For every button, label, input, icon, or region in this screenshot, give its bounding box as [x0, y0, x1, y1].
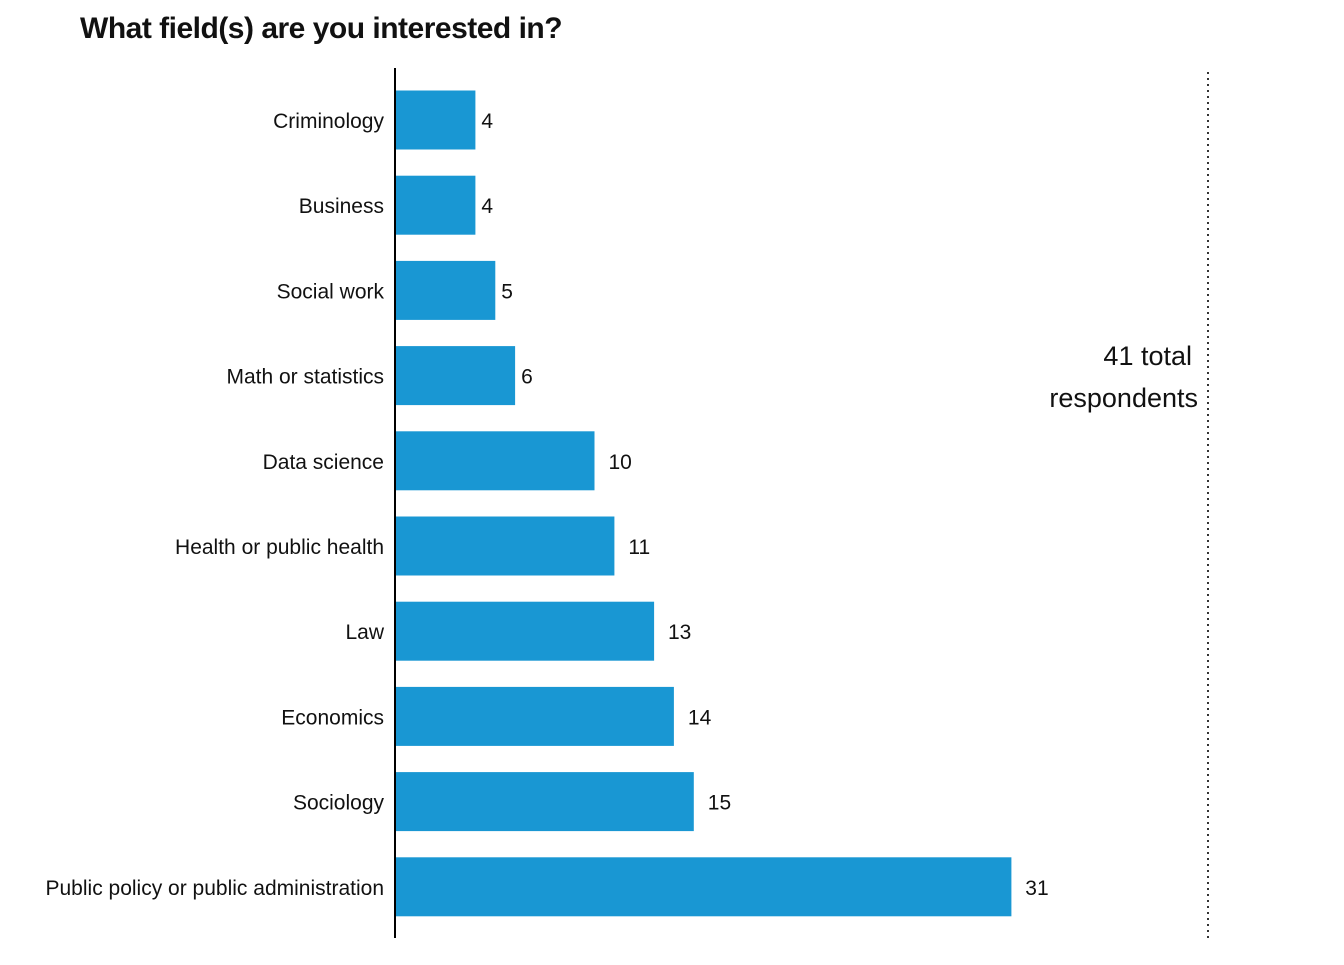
- value-label-economics: 14: [688, 706, 712, 729]
- category-label-economics: Economics: [281, 706, 384, 729]
- value-label-law: 13: [668, 621, 691, 644]
- category-label-criminology: Criminology: [273, 110, 384, 133]
- category-label-math-or-statistics: Math or statistics: [226, 366, 384, 389]
- value-label-health-or-public-health: 11: [628, 536, 650, 559]
- category-label-business: Business: [299, 195, 384, 218]
- bar-math-or-statistics: [396, 346, 516, 406]
- value-label-math-or-statistics: 6: [521, 366, 533, 389]
- value-label-criminology: 4: [481, 110, 493, 133]
- total-respondents-label-line-1: 41 total: [1103, 341, 1192, 371]
- bar-social-work: [396, 260, 496, 320]
- category-label-social-work: Social work: [277, 280, 385, 303]
- value-label-business: 4: [481, 195, 493, 218]
- bar-sociology: [396, 772, 694, 832]
- value-label-data-science: 10: [609, 451, 632, 474]
- category-label-sociology: Sociology: [293, 792, 385, 815]
- category-label-data-science: Data science: [263, 451, 384, 474]
- category-label-law: Law: [345, 621, 384, 644]
- chart-title: What field(s) are you interested in?: [80, 12, 563, 45]
- bar-health-or-public-health: [396, 516, 615, 576]
- bar-business: [396, 175, 476, 235]
- value-label-public-policy-or-public-administration: 31: [1025, 877, 1048, 900]
- category-label-health-or-public-health: Health or public health: [175, 536, 384, 559]
- total-respondents-label-line-2: respondents: [1049, 383, 1198, 413]
- bar-economics: [396, 686, 674, 746]
- value-label-social-work: 5: [501, 280, 513, 303]
- reference-layer: 41 total respondents: [1049, 72, 1209, 938]
- bar-criminology: [396, 90, 476, 150]
- category-label-public-policy-or-public-administration: Public policy or public administration: [46, 877, 385, 900]
- bar-data-science: [396, 431, 595, 491]
- bars-layer: Criminology 4 Business 4 Social work 5 Math or…: [46, 90, 1049, 917]
- value-label-sociology: 15: [708, 792, 731, 815]
- bar-public-policy-or-public-administration: [396, 857, 1012, 917]
- bar-law: [396, 601, 655, 661]
